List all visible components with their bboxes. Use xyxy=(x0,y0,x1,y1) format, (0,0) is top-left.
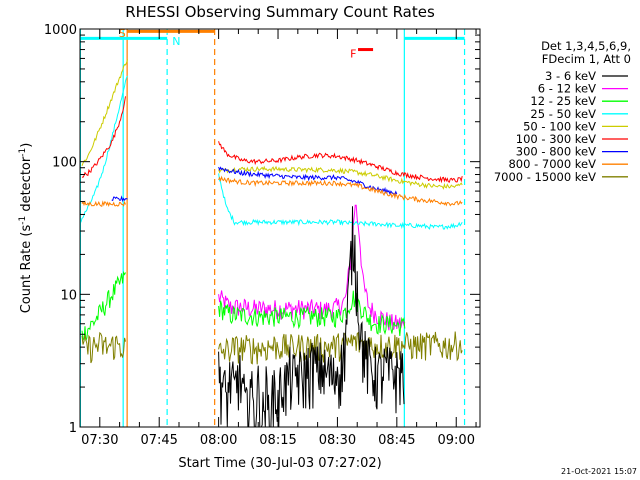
series-300-800-kev-line-2 xyxy=(218,166,398,196)
series-12-25-kev-line-2 xyxy=(218,290,406,336)
plot-frame xyxy=(79,28,481,428)
series-6-12-kev-line-1 xyxy=(218,204,406,331)
y-label-end: ) xyxy=(19,143,34,148)
series-25-50-kev-line-1 xyxy=(79,75,128,223)
series-100-300-kev-line-2 xyxy=(218,141,463,184)
legend: Det 1,3,4,5,6,9, FDecim 1, Att 0 3 - 6 k… xyxy=(494,39,631,184)
plot-label-s: S xyxy=(119,27,126,40)
series-7000-15000-kev-line-1 xyxy=(81,331,126,364)
legend-entry-label: 50 - 100 keV xyxy=(523,119,596,133)
y-tick-label: 1000 xyxy=(44,23,77,38)
series-300-800-kev-line-1 xyxy=(111,195,128,203)
x-tick-label: 09:00 xyxy=(438,433,475,448)
series-3-6-kev-line xyxy=(218,206,405,428)
x-tick-label: 08:30 xyxy=(319,433,356,448)
y-label-sup-2: -1 xyxy=(18,148,28,157)
x-tick-label: 08:00 xyxy=(200,433,237,448)
y-tick-label: 100 xyxy=(52,156,77,171)
series-50-100-kev-line-2 xyxy=(218,165,463,190)
series-800-7000-kev-line-1 xyxy=(81,200,126,208)
legend-entry-label: 6 - 12 keV xyxy=(538,82,596,96)
legend-entry-label: 300 - 800 keV xyxy=(516,145,596,159)
plot-label-f: F xyxy=(350,48,356,61)
y-label-sup-1: -1 xyxy=(18,216,28,225)
legend-entry-label: 800 - 7000 keV xyxy=(508,157,596,171)
series-50-100-kev-line-1 xyxy=(81,59,128,166)
legend-entry-label: 25 - 50 keV xyxy=(530,107,596,121)
x-tick-label: 07:45 xyxy=(140,433,177,448)
y-tick-label: 1 xyxy=(69,421,77,436)
x-tick-label: 08:15 xyxy=(259,433,296,448)
chart-title: RHESSI Observing Summary Count Rates xyxy=(125,3,435,21)
y-tick-label: 10 xyxy=(60,288,77,303)
data-layer: S N F xyxy=(79,27,466,428)
date-stamp: 21-Oct-2021 15:07 xyxy=(561,467,637,476)
series-12-25-kev-line-1 xyxy=(81,270,126,343)
legend-entry-label: 3 - 6 keV xyxy=(545,69,596,83)
series-800-7000-kev-line-2 xyxy=(218,175,463,207)
legend-entry-label: 7000 - 15000 keV xyxy=(494,170,596,184)
axis-ticks: 1 10 100 1000 07:30 07:45 08:00 08:15 08:30 08:45… xyxy=(44,23,480,448)
legend-entry-label: 12 - 25 keV xyxy=(530,94,596,108)
legend-header-line-2: FDecim 1, Att 0 xyxy=(542,52,631,66)
series-25-50-kev-line-2 xyxy=(218,173,463,230)
series-7000-15000-kev-line-2 xyxy=(218,331,463,365)
series-100-300-kev-line-1 xyxy=(81,96,126,178)
y-label-main: Count Rate (s xyxy=(19,225,34,314)
plot-label-n: N xyxy=(172,35,180,48)
legend-entry-label: 100 - 300 keV xyxy=(516,132,596,146)
y-axis-label: Count Rate (s-1 detector-1) xyxy=(18,143,34,314)
y-label-mid: detector xyxy=(19,156,34,216)
legend-header-line-1: Det 1,3,4,5,6,9, xyxy=(541,39,631,53)
x-tick-label: 07:30 xyxy=(81,433,118,448)
x-tick-label: 08:45 xyxy=(378,433,415,448)
x-axis-label: Start Time (30-Jul-03 07:27:02) xyxy=(178,456,381,471)
